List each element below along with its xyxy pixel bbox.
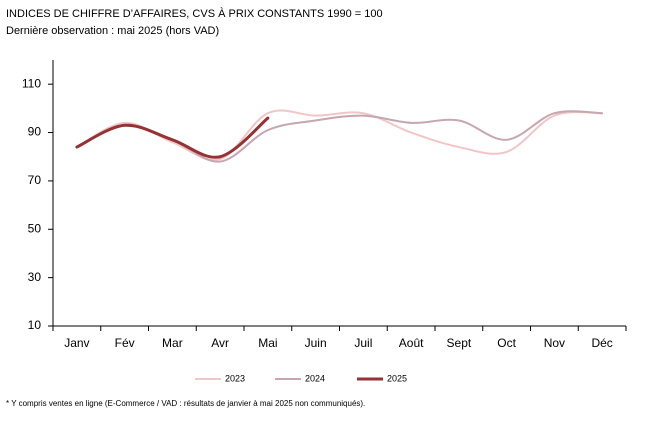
legend-label: 2023 (225, 373, 245, 383)
x-tick-label: Mai (258, 336, 277, 350)
x-tick-label: Fév (115, 336, 135, 350)
y-tick-label: 90 (28, 125, 42, 139)
x-tick-label: Oct (497, 336, 516, 350)
x-tick-label: Avr (211, 336, 229, 350)
x-tick-label: Août (399, 336, 424, 350)
legend-label: 2024 (305, 373, 325, 383)
series-line (75, 110, 604, 163)
chart-subtitle: Dernière observation : mai 2025 (hors VA… (6, 25, 219, 37)
y-tick-label: 110 (22, 76, 41, 90)
x-tick-label: Sept (447, 336, 472, 350)
footnote: * Y compris ventes en ligne (E-Commerce … (6, 399, 365, 408)
y-tick-label: 10 (28, 318, 42, 332)
x-tick-label: Nov (544, 336, 565, 350)
chart-title: INDICES DE CHIFFRE D’AFFAIRES, CVS À PRI… (6, 7, 383, 20)
y-tick-label: 30 (28, 270, 42, 284)
y-tick-label: 70 (28, 173, 42, 187)
legend-label: 2025 (387, 373, 407, 383)
series-line (75, 109, 604, 162)
x-tick-label: Juil (354, 336, 372, 350)
x-tick-label: Mar (162, 336, 183, 350)
x-tick-label: Juin (305, 336, 327, 350)
series-line (75, 116, 270, 159)
y-tick-label: 50 (28, 221, 42, 235)
x-tick-label: Janv (64, 336, 89, 350)
x-tick-label: Déc (591, 336, 612, 350)
